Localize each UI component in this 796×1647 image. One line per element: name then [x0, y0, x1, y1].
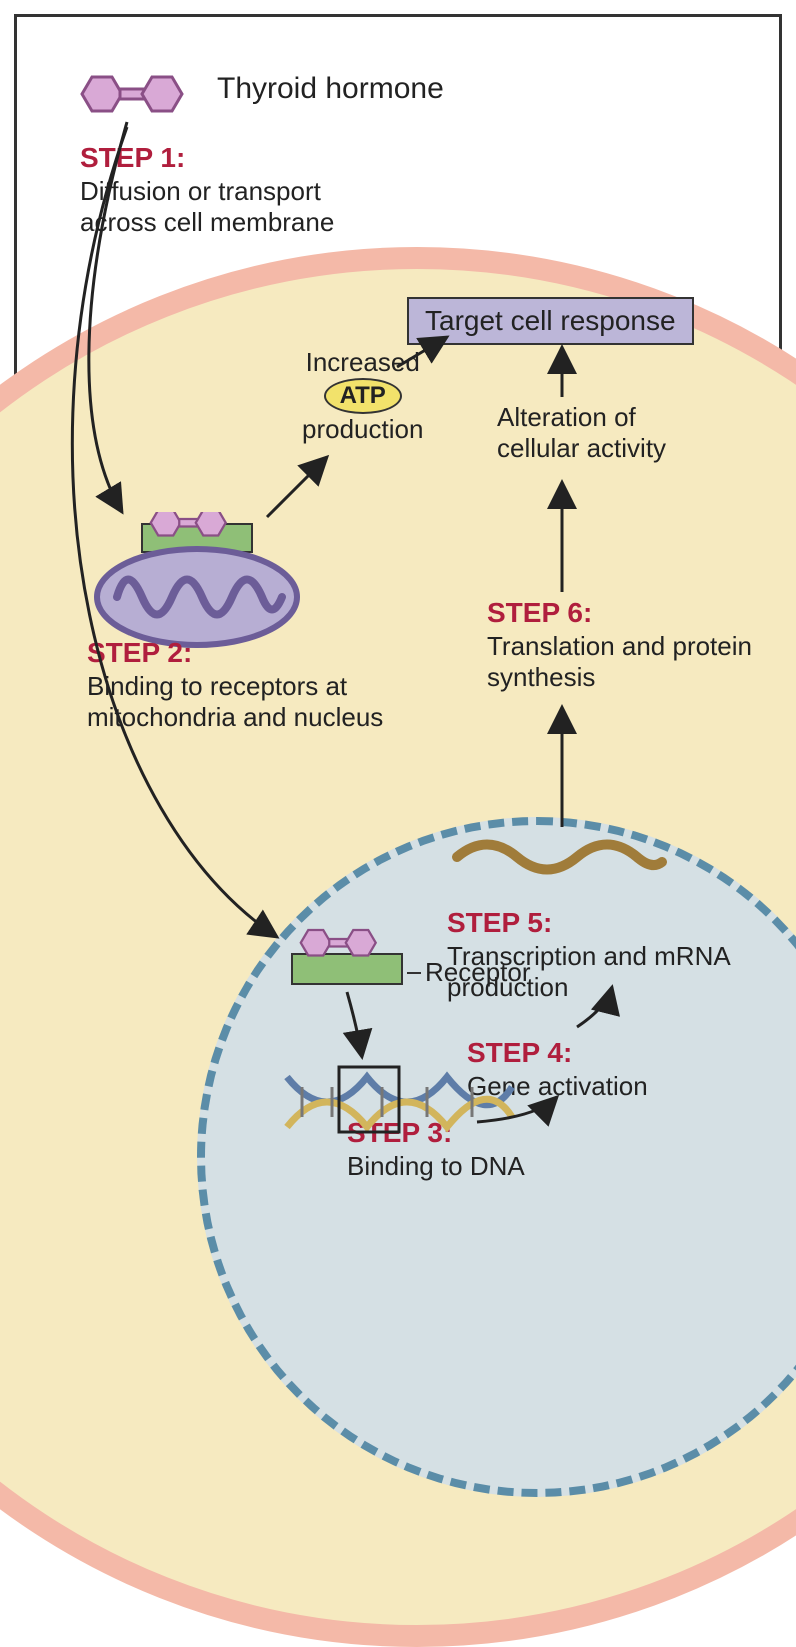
step-1-title: STEP 1:: [80, 142, 380, 174]
dna-icon: [277, 1057, 517, 1147]
mrna-icon: [447, 832, 667, 882]
thyroid-hormone-icon: [77, 69, 207, 119]
step-1-desc: Diffusion or transport across cell membr…: [80, 176, 380, 238]
step-2-desc: Binding to receptors at mitochondria and…: [87, 671, 417, 733]
step-6: STEP 6: Translation and protein synthesi…: [487, 597, 779, 693]
receptor-leader-line: [407, 972, 421, 974]
step-6-title: STEP 6:: [487, 597, 779, 629]
step-3-desc: Binding to DNA: [347, 1151, 525, 1182]
step-2: STEP 2: Binding to receptors at mitochon…: [87, 637, 417, 733]
step-2-title: STEP 2:: [87, 637, 417, 669]
hormone-label: Thyroid hormone: [217, 72, 444, 106]
atp-label-group: Increased ATP production: [302, 347, 423, 445]
nucleus-receptor-icon: [282, 922, 412, 992]
atp-production: production: [302, 414, 423, 445]
diagram-frame: Thyroid hormone STEP 1: Diffusion or tra…: [14, 14, 782, 1186]
atp-increased: Increased: [302, 347, 423, 378]
step-1: STEP 1: Diffusion or transport across ce…: [80, 142, 380, 238]
step-5: STEP 5: Transcription and mRNA productio…: [447, 907, 779, 1003]
target-response-box: Target cell response: [407, 297, 694, 345]
alteration-label: Alteration of cellular activity: [497, 402, 666, 464]
step-6-desc: Translation and protein synthesis: [487, 631, 779, 693]
atp-badge: ATP: [324, 378, 402, 414]
step-5-title: STEP 5:: [447, 907, 779, 939]
alt-line1: Alteration of: [497, 402, 636, 432]
mitochondria-icon: [87, 512, 307, 652]
receptor-label: Receptor: [425, 957, 531, 988]
alt-line2: cellular activity: [497, 433, 666, 463]
